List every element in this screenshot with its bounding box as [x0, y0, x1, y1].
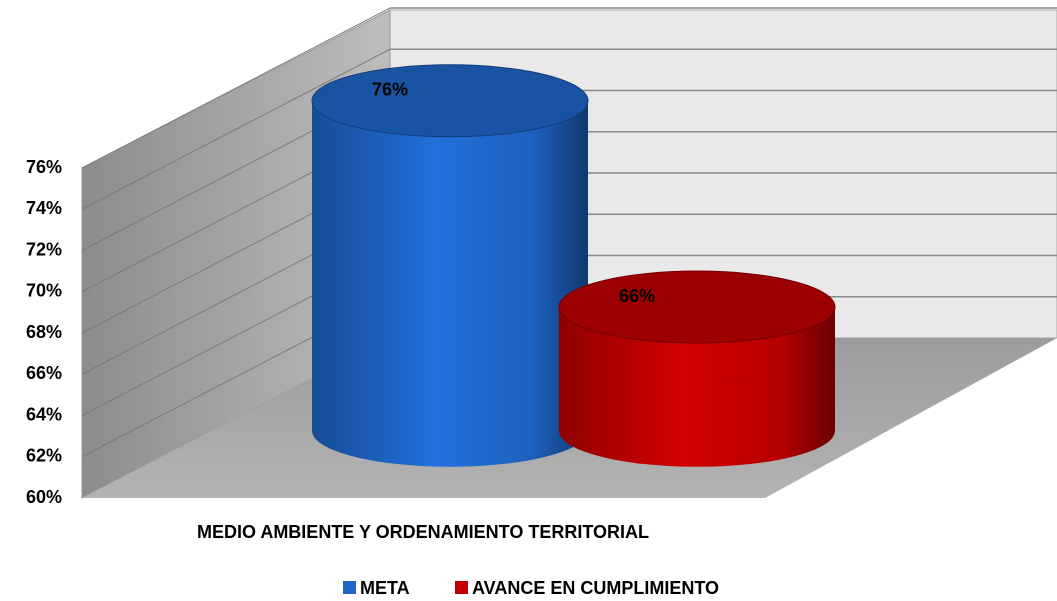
y-tick-label: 70%: [26, 281, 62, 301]
y-tick-label: 72%: [26, 239, 62, 259]
y-tick-label: 64%: [26, 404, 62, 424]
legend-label: AVANCE EN CUMPLIMIENTO: [472, 578, 719, 598]
y-tick-label: 62%: [26, 446, 62, 466]
grid-line: [81, 7, 391, 169]
y-tick-label: 76%: [26, 157, 62, 177]
x-tick-label: MEDIO AMBIENTE Y ORDENAMIENTO TERRITORIA…: [197, 522, 649, 542]
cylinder-body: [559, 307, 835, 467]
grid-line: [81, 48, 391, 210]
data-label: 66%: [619, 286, 655, 306]
cylinder-top: [558, 270, 836, 344]
data-label: 76%: [372, 80, 408, 100]
plot: 76% 66%: [311, 64, 836, 467]
cylinder-body: [312, 100, 588, 467]
legend-swatch: [343, 581, 356, 594]
y-tick-label: 66%: [26, 363, 62, 383]
y-tick-label: 60%: [26, 487, 62, 507]
legend-swatch: [455, 581, 468, 594]
y-tick-label: 74%: [26, 198, 62, 218]
cylinder-top: [311, 64, 589, 138]
legend-label: META: [360, 578, 410, 598]
y-tick-label: 68%: [26, 322, 62, 342]
